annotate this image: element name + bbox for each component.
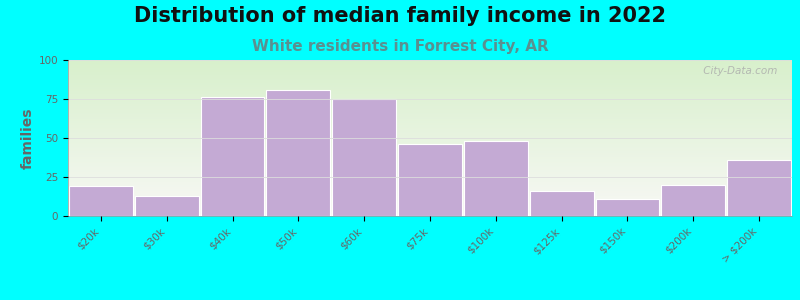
Bar: [201, 98, 265, 216]
Bar: [662, 185, 725, 216]
Text: City-Data.com: City-Data.com: [700, 66, 778, 76]
Bar: [398, 144, 462, 216]
Bar: [464, 141, 528, 216]
Bar: [727, 160, 791, 216]
Bar: [595, 199, 659, 216]
Bar: [135, 196, 198, 216]
Bar: [332, 99, 396, 216]
Bar: [266, 90, 330, 216]
Y-axis label: families: families: [21, 107, 34, 169]
Text: White residents in Forrest City, AR: White residents in Forrest City, AR: [252, 39, 548, 54]
Bar: [530, 191, 594, 216]
Bar: [69, 186, 133, 216]
Text: Distribution of median family income in 2022: Distribution of median family income in …: [134, 6, 666, 26]
